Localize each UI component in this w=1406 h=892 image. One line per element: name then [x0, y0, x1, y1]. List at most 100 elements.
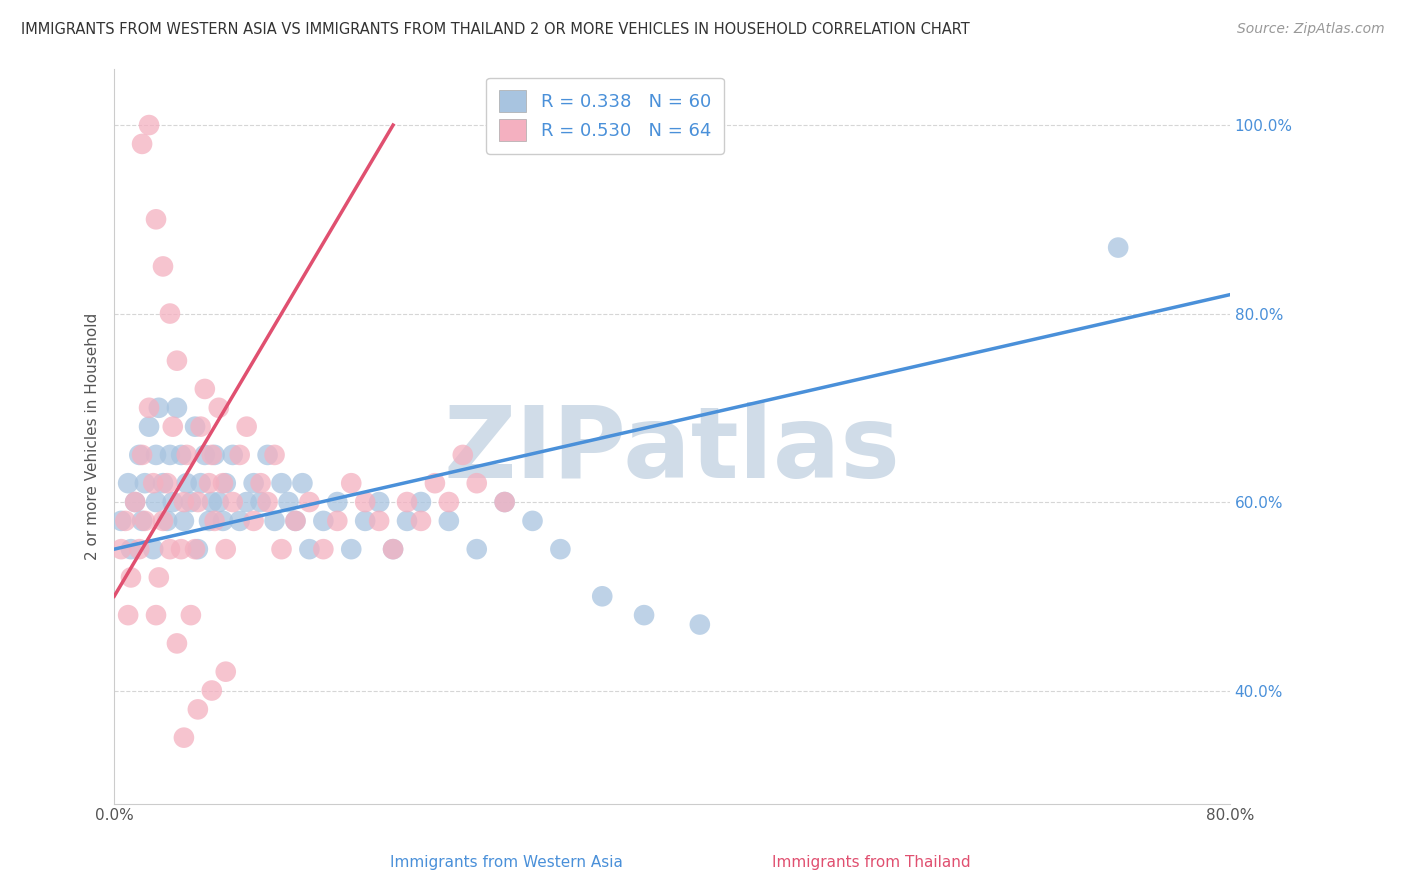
Point [326, 495, 349, 509]
Point [395, 514, 418, 528]
Point [159, 307, 181, 321]
Point [180, 608, 202, 623]
Point [190, 476, 212, 491]
Point [298, 542, 321, 557]
Point [162, 419, 184, 434]
Point [128, 448, 150, 462]
Point [689, 617, 711, 632]
Point [176, 476, 198, 491]
Point [187, 495, 209, 509]
Point [235, 419, 257, 434]
Point [212, 514, 235, 528]
Point [110, 542, 132, 557]
Point [215, 665, 238, 679]
Point [131, 136, 153, 151]
Point [212, 476, 235, 491]
Point [110, 514, 132, 528]
Point [550, 542, 572, 557]
Point [134, 476, 156, 491]
Point [166, 401, 188, 415]
Point [145, 448, 167, 462]
Point [148, 401, 170, 415]
Point [145, 495, 167, 509]
Point [256, 495, 278, 509]
Point [263, 514, 285, 528]
Point [152, 514, 174, 528]
Point [249, 476, 271, 491]
Point [142, 476, 165, 491]
Point [194, 382, 217, 396]
Point [270, 542, 292, 557]
Point [451, 448, 474, 462]
Point [120, 570, 142, 584]
Point [142, 542, 165, 557]
Point [242, 514, 264, 528]
Point [465, 476, 488, 491]
Point [194, 448, 217, 462]
Point [173, 495, 195, 509]
Point [131, 514, 153, 528]
Point [215, 476, 238, 491]
Text: Immigrants from Western Asia: Immigrants from Western Asia [389, 855, 623, 870]
Point [208, 401, 231, 415]
Point [312, 542, 335, 557]
Point [277, 495, 299, 509]
Point [235, 495, 257, 509]
Point [437, 514, 460, 528]
Point [340, 542, 363, 557]
Point [176, 448, 198, 462]
Point [148, 570, 170, 584]
Point [138, 401, 160, 415]
Point [437, 495, 460, 509]
Point [114, 514, 136, 528]
Point [228, 448, 250, 462]
Point [156, 514, 179, 528]
Point [409, 495, 432, 509]
Text: ZIPatlas: ZIPatlas [443, 402, 900, 500]
Point [190, 419, 212, 434]
Point [159, 448, 181, 462]
Point [228, 514, 250, 528]
Point [326, 514, 349, 528]
Point [204, 448, 226, 462]
Point [170, 448, 193, 462]
Point [120, 542, 142, 557]
Point [633, 608, 655, 623]
Text: IMMIGRANTS FROM WESTERN ASIA VS IMMIGRANTS FROM THAILAND 2 OR MORE VEHICLES IN H: IMMIGRANTS FROM WESTERN ASIA VS IMMIGRAN… [21, 22, 970, 37]
Point [145, 608, 167, 623]
Point [242, 476, 264, 491]
Point [180, 495, 202, 509]
Point [354, 495, 377, 509]
Point [201, 448, 224, 462]
Point [298, 495, 321, 509]
Point [156, 476, 179, 491]
Point [138, 419, 160, 434]
Point [382, 542, 405, 557]
Point [204, 514, 226, 528]
Point [166, 353, 188, 368]
Point [284, 514, 307, 528]
Point [187, 702, 209, 716]
Point [263, 448, 285, 462]
Point [465, 542, 488, 557]
Point [368, 514, 391, 528]
Point [494, 495, 516, 509]
Point [291, 476, 314, 491]
Point [1107, 241, 1129, 255]
Point [117, 608, 139, 623]
Point [208, 495, 231, 509]
Point [159, 542, 181, 557]
Legend: R = 0.338   N = 60, R = 0.530   N = 64: R = 0.338 N = 60, R = 0.530 N = 64 [486, 78, 724, 154]
Point [522, 514, 544, 528]
Point [201, 683, 224, 698]
Point [128, 542, 150, 557]
Point [173, 731, 195, 745]
Point [184, 419, 207, 434]
Point [117, 476, 139, 491]
Y-axis label: 2 or more Vehicles in Household: 2 or more Vehicles in Household [86, 312, 100, 559]
Text: Source: ZipAtlas.com: Source: ZipAtlas.com [1237, 22, 1385, 37]
Point [131, 448, 153, 462]
Point [395, 495, 418, 509]
Point [138, 118, 160, 132]
Point [354, 514, 377, 528]
